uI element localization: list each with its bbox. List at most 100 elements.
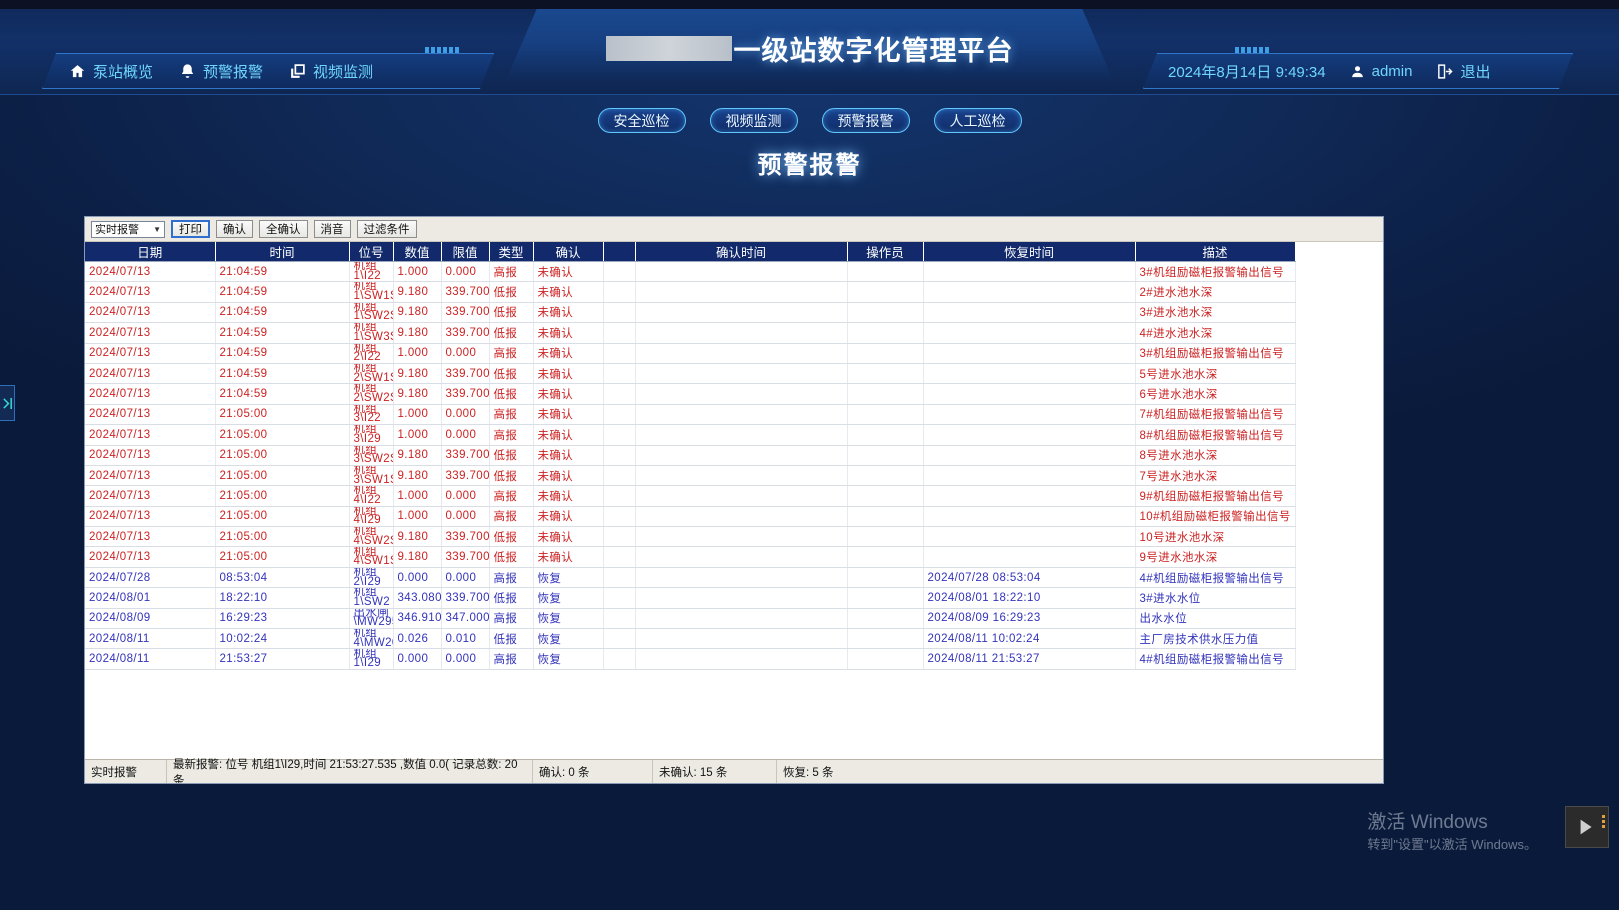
col-limit[interactable]: 限值 bbox=[441, 242, 490, 262]
cell-description: 3#机组励磁柜报警输出信号 bbox=[1135, 261, 1296, 283]
cell-description: 5号进水池水深 bbox=[1135, 363, 1296, 385]
table-row[interactable]: 2024/08/0916:29:23出水闸\MW295346.910347.00… bbox=[85, 608, 1296, 630]
cell-operator bbox=[847, 628, 924, 650]
cell-restore-time bbox=[923, 506, 1136, 528]
table-row[interactable]: 2024/07/1321:05:00机组3\SW1S9.180339.700低报… bbox=[85, 465, 1296, 487]
table-row[interactable]: 2024/07/1321:05:00机组4\SW1S9.180339.700低报… bbox=[85, 546, 1296, 568]
cell-time: 21:05:00 bbox=[215, 424, 350, 446]
cell-value: 1.000 bbox=[393, 506, 442, 528]
cell-spacer bbox=[603, 281, 636, 303]
col-restore-time[interactable]: 恢复时间 bbox=[923, 242, 1136, 262]
nav-item-alarm[interactable]: 预警报警 bbox=[179, 61, 263, 82]
cell-type: 高报 bbox=[489, 404, 534, 426]
table-row[interactable]: 2024/07/13 21:04:59 机组 1\I22 1.000 0.000 高报 未确认… bbox=[85, 261, 1296, 283]
cell-date: 2024/07/13 bbox=[85, 322, 216, 344]
table-row[interactable]: 2024/07/1321:04:59机组1\SW1S9.180339.700低报… bbox=[85, 281, 1296, 303]
tab-safety-inspection[interactable]: 安全巡检 bbox=[597, 108, 686, 133]
table-row[interactable]: 2024/07/1321:04:59机组1\SW3S9.180339.700低报… bbox=[85, 322, 1296, 344]
cell-spacer bbox=[603, 546, 636, 568]
cell-operator bbox=[847, 261, 924, 283]
cell-ack: 恢复 bbox=[533, 567, 604, 589]
status-bar: 实时报警 最新报警: 位号 机组1\I29,时间 21:53:27.535 ,数… bbox=[85, 759, 1383, 783]
logout-label: 退出 bbox=[1460, 63, 1491, 81]
user-account[interactable]: admin bbox=[1350, 63, 1413, 80]
cell-restore-time bbox=[923, 485, 1136, 507]
chevron-right-icon bbox=[2, 397, 12, 409]
col-ack[interactable]: 确认 bbox=[533, 242, 604, 262]
mute-button[interactable]: 消音 bbox=[313, 220, 351, 238]
filter-conditions-button[interactable]: 过滤条件 bbox=[356, 220, 417, 238]
floating-media-widget[interactable] bbox=[1565, 806, 1609, 848]
cell-value: 9.180 bbox=[393, 322, 442, 344]
cell-value: 1.000 bbox=[393, 261, 442, 283]
cell-time: 21:05:00 bbox=[215, 485, 350, 507]
logout-button[interactable]: 退出 bbox=[1436, 61, 1490, 82]
table-row[interactable]: 2024/07/13 21:05:00 机组 4\I29 1.000 0.000 高报 未确认… bbox=[85, 506, 1296, 528]
table-row[interactable]: 2024/08/1110:02:24机组4\MW2090.0260.010低报恢… bbox=[85, 628, 1296, 650]
col-spacer[interactable] bbox=[603, 242, 636, 262]
cell-ack: 恢复 bbox=[533, 608, 604, 630]
col-description[interactable]: 描述 bbox=[1135, 242, 1296, 262]
cell-description: 出水水位 bbox=[1135, 608, 1296, 630]
col-operator[interactable]: 操作员 bbox=[847, 242, 924, 262]
cell-ack: 未确认 bbox=[533, 546, 604, 568]
tab-manual-inspection[interactable]: 人工巡检 bbox=[933, 108, 1022, 133]
cell-restore-time bbox=[923, 546, 1136, 568]
cell-description: 3#进水池水深 bbox=[1135, 302, 1296, 324]
table-row[interactable]: 2024/07/13 21:05:00 机组 3\I22 1.000 0.000 高报 未确认… bbox=[85, 404, 1296, 426]
cell-operator bbox=[847, 383, 924, 405]
table-row[interactable]: 2024/07/13 21:04:59 机组 2\I22 1.000 0.000 高报 未确认… bbox=[85, 343, 1296, 364]
redacted-logo-text bbox=[605, 36, 732, 61]
table-row[interactable]: 2024/07/1321:05:00机组3\SW2S9.180339.700低报… bbox=[85, 445, 1296, 466]
cell-tag: 机组 1\I29 bbox=[349, 648, 394, 670]
col-ack-time[interactable]: 确认时间 bbox=[635, 242, 848, 262]
cell-date: 2024/08/09 bbox=[85, 608, 216, 630]
nav-item-video[interactable]: 视频监测 bbox=[289, 61, 373, 82]
cell-spacer bbox=[603, 343, 636, 364]
col-date[interactable]: 日期 bbox=[85, 242, 216, 262]
col-tag[interactable]: 位号 bbox=[349, 242, 394, 262]
cell-operator bbox=[847, 587, 924, 609]
watermark-line-2: 转到"设置"以激活 Windows。 bbox=[1367, 837, 1537, 852]
acknowledge-button[interactable]: 确认 bbox=[216, 220, 253, 238]
table-row[interactable]: 2024/08/11 21:53:27 机组 1\I29 0.000 0.000 高报 恢复 2… bbox=[85, 648, 1296, 670]
cell-description: 4#进水池水深 bbox=[1135, 322, 1296, 344]
alarm-mode-select[interactable]: 实时报警 ▼ bbox=[91, 220, 165, 238]
cell-value: 9.180 bbox=[393, 302, 442, 324]
cell-restore-time bbox=[923, 261, 1136, 283]
table-row[interactable]: 2024/07/1321:05:00机组4\SW2S9.180339.700低报… bbox=[85, 526, 1296, 548]
table-row[interactable]: 2024/07/1321:04:59机组2\SW1S9.180339.700低报… bbox=[85, 363, 1296, 385]
table-row[interactable]: 2024/07/13 21:05:00 机组 3\I29 1.000 0.000 高报 未确认… bbox=[85, 424, 1296, 446]
tab-alarm-warning[interactable]: 预警报警 bbox=[821, 108, 910, 133]
cell-date: 2024/07/13 bbox=[85, 343, 216, 364]
cell-date: 2024/08/11 bbox=[85, 628, 216, 650]
datetime-display: 2024年8月14日 9:49:34 bbox=[1168, 63, 1326, 81]
table-row[interactable]: 2024/07/1321:04:59机组1\SW2S9.180339.700低报… bbox=[85, 302, 1296, 324]
print-button[interactable]: 打印 bbox=[171, 220, 210, 238]
cell-type: 高报 bbox=[489, 506, 534, 528]
cell-limit: 339.700 bbox=[441, 322, 490, 344]
col-value[interactable]: 数值 bbox=[393, 242, 442, 262]
cell-type: 低报 bbox=[489, 383, 534, 405]
table-row[interactable]: 2024/07/13 21:05:00 机组 4\I22 1.000 0.000 高报 未确认… bbox=[85, 485, 1296, 507]
cell-limit: 0.010 bbox=[441, 628, 490, 650]
cell-value: 0.000 bbox=[393, 648, 442, 670]
table-row[interactable]: 2024/07/28 08:53:04 机组 2\I29 0.000 0.000 高报 恢复 2… bbox=[85, 567, 1296, 589]
cell-date: 2024/08/01 bbox=[85, 587, 216, 609]
nav-item-overview[interactable]: 泵站概览 bbox=[69, 61, 153, 82]
cell-tag: 机组 1\I22 bbox=[349, 261, 394, 283]
cell-operator bbox=[847, 567, 924, 589]
tab-video-monitoring[interactable]: 视频监测 bbox=[709, 108, 798, 133]
sidebar-expand-toggle[interactable] bbox=[0, 385, 15, 421]
col-type[interactable]: 类型 bbox=[489, 242, 534, 262]
cell-ack-time bbox=[635, 404, 848, 426]
acknowledge-all-button[interactable]: 全确认 bbox=[259, 220, 308, 238]
cell-type: 低报 bbox=[489, 465, 534, 487]
cell-value: 1.000 bbox=[393, 485, 442, 507]
cell-tag: 机组2\SW2S bbox=[349, 383, 394, 405]
table-row[interactable]: 2024/07/1321:04:59机组2\SW2S9.180339.700低报… bbox=[85, 383, 1296, 405]
cell-restore-time bbox=[923, 424, 1136, 446]
table-row[interactable]: 2024/08/01 18:22:10 机组 1\SW2 343.080 339.700 低… bbox=[85, 587, 1296, 609]
col-time[interactable]: 时间 bbox=[215, 242, 350, 262]
